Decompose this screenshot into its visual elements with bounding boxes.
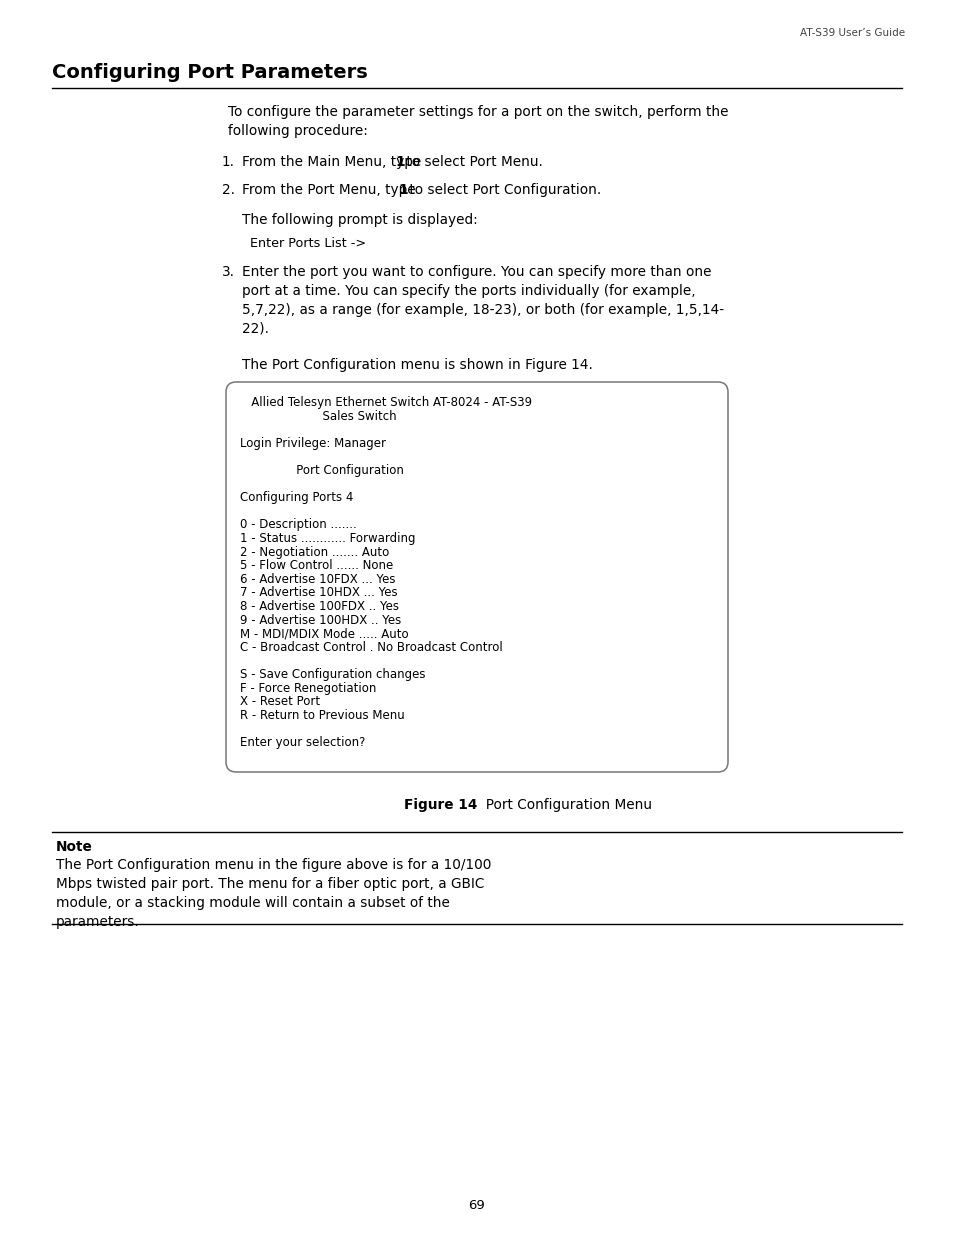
Text: Allied Telesyn Ethernet Switch AT-8024 - AT-S39: Allied Telesyn Ethernet Switch AT-8024 -…	[240, 396, 532, 409]
Text: 3.: 3.	[222, 266, 234, 279]
Text: Configuring Ports 4: Configuring Ports 4	[240, 492, 353, 504]
FancyBboxPatch shape	[226, 382, 727, 772]
Text: AT-S39 User’s Guide: AT-S39 User’s Guide	[799, 28, 904, 38]
Text: X - Reset Port: X - Reset Port	[240, 695, 320, 708]
Text: Note: Note	[56, 840, 92, 853]
Text: 1.: 1.	[222, 156, 234, 169]
Text: 69: 69	[468, 1199, 485, 1212]
Text: 2 - Negotiation ....... Auto: 2 - Negotiation ....... Auto	[240, 546, 389, 558]
Text: to select Port Configuration.: to select Port Configuration.	[405, 183, 600, 198]
Text: From the Port Menu, type: From the Port Menu, type	[242, 183, 419, 198]
Text: To configure the parameter settings for a port on the switch, perform the
follow: To configure the parameter settings for …	[228, 105, 728, 138]
Text: Port Configuration: Port Configuration	[240, 464, 403, 477]
Text: The following prompt is displayed:: The following prompt is displayed:	[242, 212, 477, 227]
Text: Enter Ports List ->: Enter Ports List ->	[250, 237, 366, 249]
Text: 5 - Flow Control ...... None: 5 - Flow Control ...... None	[240, 559, 393, 572]
Text: Enter your selection?: Enter your selection?	[240, 736, 365, 748]
Text: 6 - Advertise 10FDX ... Yes: 6 - Advertise 10FDX ... Yes	[240, 573, 395, 585]
Text: 2.: 2.	[222, 183, 234, 198]
Text: 1: 1	[395, 156, 404, 169]
Text: 7 - Advertise 10HDX ... Yes: 7 - Advertise 10HDX ... Yes	[240, 587, 397, 599]
Text: 0 - Description .......: 0 - Description .......	[240, 519, 356, 531]
Text: to select Port Menu.: to select Port Menu.	[401, 156, 542, 169]
Text: From the Main Menu, type: From the Main Menu, type	[242, 156, 425, 169]
Text: 8 - Advertise 100FDX .. Yes: 8 - Advertise 100FDX .. Yes	[240, 600, 398, 613]
Text: Port Configuration Menu: Port Configuration Menu	[476, 798, 651, 811]
Text: Figure 14: Figure 14	[403, 798, 476, 811]
Text: 9 - Advertise 100HDX .. Yes: 9 - Advertise 100HDX .. Yes	[240, 614, 401, 626]
Text: C - Broadcast Control . No Broadcast Control: C - Broadcast Control . No Broadcast Con…	[240, 641, 502, 653]
Text: Configuring Port Parameters: Configuring Port Parameters	[52, 63, 367, 82]
Text: 1: 1	[397, 183, 407, 198]
Text: M - MDI/MDIX Mode ..... Auto: M - MDI/MDIX Mode ..... Auto	[240, 627, 408, 640]
Text: 1 - Status ............ Forwarding: 1 - Status ............ Forwarding	[240, 532, 416, 545]
Text: Login Privilege: Manager: Login Privilege: Manager	[240, 437, 386, 450]
Text: Enter the port you want to configure. You can specify more than one
port at a ti: Enter the port you want to configure. Yo…	[242, 266, 723, 336]
Text: R - Return to Previous Menu: R - Return to Previous Menu	[240, 709, 404, 721]
Text: S - Save Configuration changes: S - Save Configuration changes	[240, 668, 425, 680]
Text: F - Force Renegotiation: F - Force Renegotiation	[240, 682, 376, 694]
Text: The Port Configuration menu is shown in Figure 14.: The Port Configuration menu is shown in …	[242, 358, 592, 372]
Text: The Port Configuration menu in the figure above is for a 10/100
Mbps twisted pai: The Port Configuration menu in the figur…	[56, 858, 491, 929]
Text: Sales Switch: Sales Switch	[240, 410, 396, 422]
